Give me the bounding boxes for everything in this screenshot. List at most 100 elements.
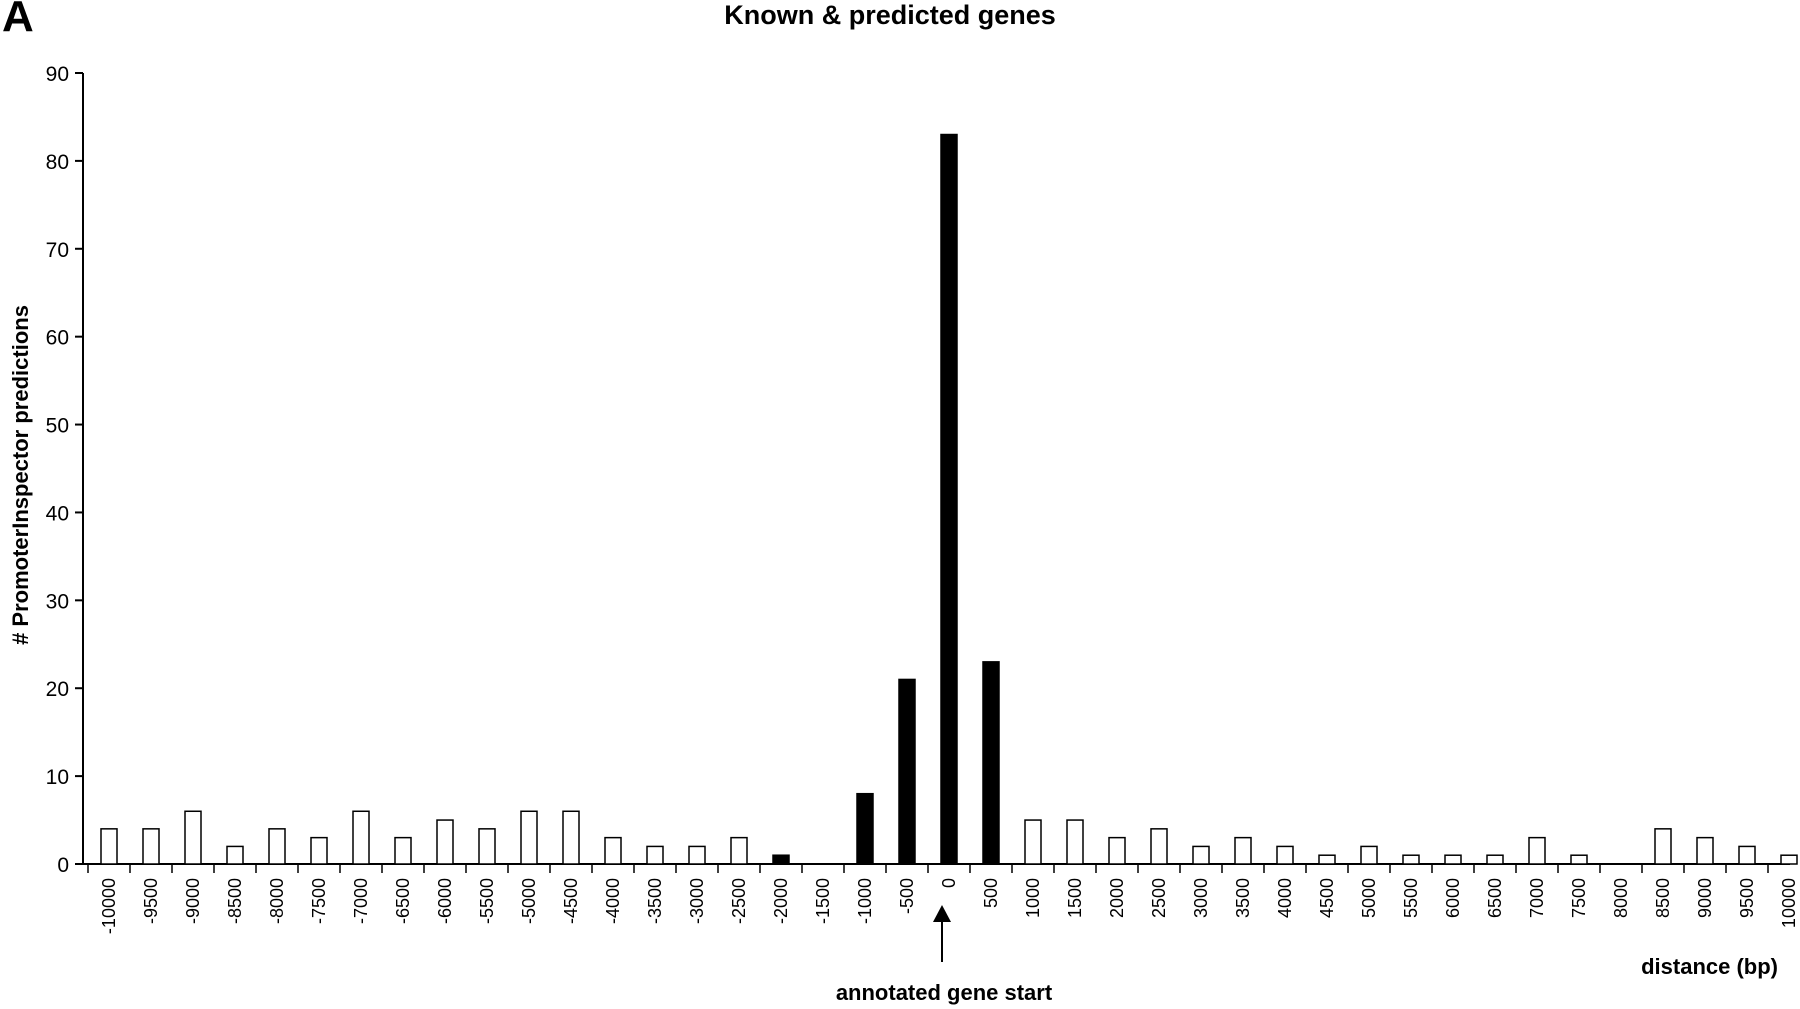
annotation-label: annotated gene start	[836, 980, 1053, 1005]
x-tick-label: -9000	[183, 878, 203, 924]
x-tick-label: 500	[981, 878, 1001, 908]
bar-3000	[1192, 845, 1210, 865]
bar-5500	[1402, 854, 1420, 865]
x-tick-label: 9500	[1737, 878, 1757, 918]
bar--4500	[562, 810, 580, 865]
x-tick-label: 6500	[1485, 878, 1505, 918]
x-tick-label: -8000	[267, 878, 287, 924]
x-tick-label: -5000	[519, 878, 539, 924]
y-axis-label: # PromoterInspector predictions	[8, 305, 33, 645]
bar--8500	[226, 845, 244, 865]
bar--7000	[352, 810, 370, 865]
bar-0	[940, 133, 958, 865]
x-tick-label: -4500	[561, 878, 581, 924]
x-tick-label: 7000	[1527, 878, 1547, 918]
bar-7500	[1570, 854, 1588, 865]
y-tick-labels: 0 10 20 30 40 50 60 70 80 90	[46, 63, 69, 877]
bar--5500	[478, 828, 496, 865]
x-tick-label: -3500	[645, 878, 665, 924]
x-tick-label: 3000	[1191, 878, 1211, 918]
x-tick-label: 2500	[1149, 878, 1169, 918]
x-tick-labels: -10000 -9500 -9000 -8500 -8000 -7500 -7000 -650…	[99, 878, 1799, 934]
x-tick-label: -1500	[813, 878, 833, 924]
x-tick-label: -5500	[477, 878, 497, 924]
y-tick-label: 50	[46, 415, 69, 438]
bar--9000	[184, 810, 202, 865]
panel-letter: A	[2, 0, 34, 41]
x-tick-label: -2000	[771, 878, 791, 924]
bar-3500	[1234, 836, 1252, 865]
bar--500	[898, 678, 916, 865]
chart-title: Known & predicted genes	[724, 0, 1056, 30]
x-tick-label: 1000	[1023, 878, 1043, 918]
x-tick-label: 1500	[1065, 878, 1085, 918]
x-tick-label: -7000	[351, 878, 371, 924]
x-tick-label: 0	[939, 878, 959, 888]
x-tick-label: 4000	[1275, 878, 1295, 918]
y-tick-label: 0	[57, 854, 69, 877]
y-tick-label: 20	[46, 678, 69, 701]
x-tick-label: 10000	[1779, 878, 1799, 928]
bar-6000	[1444, 854, 1462, 865]
bar--7500	[310, 836, 328, 865]
bar-2500	[1150, 828, 1168, 865]
x-tick-label: -7500	[309, 878, 329, 924]
bar--1000	[856, 792, 874, 865]
y-tick-label: 80	[46, 151, 69, 174]
x-tick-label: 2000	[1107, 878, 1127, 918]
bar-5000	[1360, 845, 1378, 865]
bar--3500	[646, 845, 664, 865]
x-axis-label: distance (bp)	[1641, 954, 1778, 979]
x-tick-label: -6500	[393, 878, 413, 924]
bar--8000	[268, 828, 286, 865]
bar--5000	[520, 810, 538, 865]
bar--6500	[394, 836, 412, 865]
x-tick-label: -2500	[729, 878, 749, 924]
x-tick-label: -9500	[141, 878, 161, 924]
x-tick-label: 8000	[1611, 878, 1631, 918]
x-tick-label: 5500	[1401, 878, 1421, 918]
bar-1500	[1066, 819, 1084, 865]
x-tick-label: -4000	[603, 878, 623, 924]
bars	[100, 133, 1798, 865]
y-tick-label: 30	[46, 590, 69, 613]
axes	[75, 72, 1790, 873]
bar-1000	[1024, 819, 1042, 865]
x-tick-label: -8500	[225, 878, 245, 924]
bar--10000	[100, 828, 118, 865]
y-tick-label: 90	[46, 63, 69, 86]
x-tick-label: 3500	[1233, 878, 1253, 918]
bar-10000	[1780, 854, 1798, 865]
x-tick-label: 4500	[1317, 878, 1337, 918]
y-tick-label: 40	[46, 502, 69, 525]
x-tick-label: -6000	[435, 878, 455, 924]
bar-6500	[1486, 854, 1504, 865]
bar--3000	[688, 845, 706, 865]
x-tick-label: 6000	[1443, 878, 1463, 918]
x-tick-label: -10000	[99, 878, 119, 934]
bar--2000	[772, 854, 790, 865]
bar--6000	[436, 819, 454, 865]
gene-start-annotation: annotated gene start	[836, 905, 1053, 1005]
bar--4000	[604, 836, 622, 865]
x-tick-label: 9000	[1695, 878, 1715, 918]
y-tick-label: 60	[46, 327, 69, 350]
bar-2000	[1108, 836, 1126, 865]
x-tick-label: -500	[897, 878, 917, 914]
bar-8500	[1654, 828, 1672, 865]
bar--9500	[142, 828, 160, 865]
bar-7000	[1528, 836, 1546, 865]
x-tick-label: -1000	[855, 878, 875, 924]
x-tick-label: -3000	[687, 878, 707, 924]
x-tick-label: 7500	[1569, 878, 1589, 918]
bar-500	[982, 661, 1000, 865]
x-tick-label: 8500	[1653, 878, 1673, 918]
bar-4500	[1318, 854, 1336, 865]
bar-4000	[1276, 845, 1294, 865]
bar-9500	[1738, 845, 1756, 865]
y-tick-label: 10	[46, 766, 69, 789]
x-tick-label: 5000	[1359, 878, 1379, 918]
bar--2500	[730, 836, 748, 865]
annotation-arrow-head	[933, 905, 951, 922]
bar-9000	[1696, 836, 1714, 865]
